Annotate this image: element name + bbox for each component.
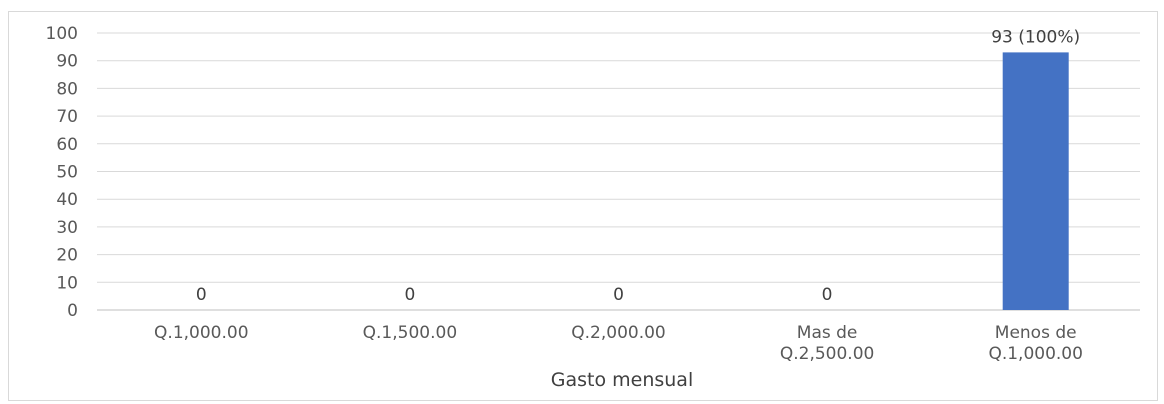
x-tick-label: Q.2,000.00	[571, 323, 666, 343]
x-tick-label: Q.1,000.00	[988, 344, 1083, 364]
y-tick-label: 60	[56, 135, 78, 155]
bar	[1002, 52, 1069, 310]
y-axis-ticks: 0 10 20 30 40 50 60 70 80 90 100	[46, 24, 78, 321]
data-label: 0	[613, 285, 624, 305]
x-tick-label: Q.1,000.00	[154, 323, 249, 343]
data-label: 0	[822, 285, 833, 305]
y-tick-label: 80	[56, 79, 78, 99]
y-tick-label: 100	[46, 24, 78, 44]
data-label: 0	[404, 285, 415, 305]
x-tick-label: Q.1,500.00	[363, 323, 458, 343]
y-tick-label: 20	[56, 246, 78, 266]
data-label: 93 (100%)	[991, 27, 1080, 47]
x-axis-title: Gasto mensual	[551, 369, 693, 391]
data-labels: 0 0 0 0 93 (100%)	[196, 27, 1080, 305]
gridlines	[97, 32, 1140, 311]
y-tick-label: 0	[67, 301, 78, 321]
data-label: 0	[196, 285, 207, 305]
x-tick-label: Mas de	[797, 323, 858, 343]
x-axis-ticks: Q.1,000.00 Q.1,500.00 Q.2,000.00 Mas deQ.2,…	[154, 323, 1083, 364]
bars	[1002, 52, 1069, 310]
chart-frame	[8, 11, 1158, 401]
y-tick-label: 40	[56, 190, 78, 210]
y-tick-label: 10	[56, 273, 78, 293]
y-tick-label: 70	[56, 107, 78, 127]
y-tick-label: 50	[56, 163, 78, 183]
x-tick-label: Q.2,500.00	[780, 344, 875, 364]
y-tick-label: 90	[56, 52, 78, 72]
y-tick-label: 30	[56, 218, 78, 238]
x-tick-label: Menos de	[995, 323, 1077, 343]
